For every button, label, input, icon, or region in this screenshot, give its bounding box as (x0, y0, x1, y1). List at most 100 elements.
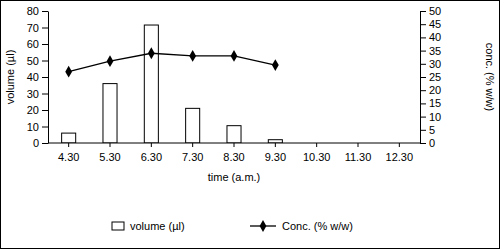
tick-mark (42, 127, 48, 128)
marker (189, 50, 196, 62)
tick-mark (420, 64, 426, 65)
tick: 0 (420, 137, 435, 149)
legend-marker (260, 220, 267, 232)
tick-mark (42, 143, 48, 144)
tick: 10 (27, 121, 48, 133)
tick-label: 7.30 (182, 151, 203, 163)
legend: volume (µl) Conc. (% w/w) (112, 220, 353, 232)
y2-axis: 0510 1520253035 404550 (420, 5, 441, 149)
y2-axis-title: conc. (% w/w) (484, 43, 496, 111)
tick-label: 15 (429, 97, 441, 109)
tick: 70 (27, 22, 48, 34)
tick-label: 25 (429, 71, 441, 83)
tick-mark (42, 44, 48, 45)
x-axis-title: time (a.m.) (208, 171, 261, 183)
tick: 20 (27, 104, 48, 116)
bar (227, 126, 241, 143)
tick-mark (42, 110, 48, 111)
tick-label: 35 (429, 45, 441, 57)
chart: 01020304050607080051015202530354045504.3… (0, 0, 500, 249)
bar (144, 25, 158, 143)
tick-label: 60 (27, 38, 39, 50)
tick-mark (42, 77, 48, 78)
tick-label: 0 (33, 137, 39, 149)
tick-label: 6.30 (141, 151, 162, 163)
tick: 8.30 (223, 143, 244, 163)
tick-mark (110, 143, 111, 147)
y-axis: 01020304050607080 (27, 5, 49, 149)
tick: 50 (420, 5, 441, 17)
bar (103, 84, 117, 143)
tick-mark (420, 77, 426, 78)
legend-label: volume (µl) (130, 220, 185, 232)
tick-mark (420, 143, 426, 144)
tick-label: 30 (27, 88, 39, 100)
tick-label: 8.30 (223, 151, 244, 163)
tick-mark (420, 103, 426, 104)
tick-mark (151, 143, 152, 147)
tick: 6.30 (141, 143, 162, 163)
tick-mark (42, 11, 48, 12)
tick: 9.30 (265, 143, 286, 163)
bar (62, 133, 76, 143)
tick-label: 20 (429, 84, 441, 96)
tick: 45 (420, 18, 441, 30)
tick: 35 (420, 45, 441, 57)
plot-marks (62, 25, 283, 143)
tick: 10 (420, 111, 441, 123)
tick-mark (420, 130, 426, 131)
marker (272, 59, 279, 71)
tick-mark (234, 143, 235, 147)
tick-mark (420, 37, 426, 38)
chart-border (1, 1, 500, 249)
tick: 40 (420, 31, 441, 43)
tick: 30 (420, 58, 441, 70)
bar (186, 108, 200, 143)
tick-label: 0 (429, 137, 435, 149)
tick-mark (42, 94, 48, 95)
tick-label: 11.30 (345, 151, 372, 163)
tick: 15 (420, 97, 441, 109)
tick-mark (420, 117, 426, 118)
tick: 30 (27, 88, 48, 100)
tick-label: 20 (27, 104, 39, 116)
tick-mark (358, 143, 359, 147)
tick-label: 80 (27, 5, 39, 17)
tick-label: 45 (429, 18, 441, 30)
tick-label: 30 (429, 58, 441, 70)
tick: 5 (420, 124, 435, 136)
tick-mark (399, 143, 400, 147)
tick-label: 9.30 (265, 151, 286, 163)
tick: 5.30 (99, 143, 120, 163)
tick-mark (316, 143, 317, 147)
tick-mark (42, 61, 48, 62)
tick-mark (192, 143, 193, 147)
tick-mark (42, 28, 48, 29)
tick: 0 (33, 137, 48, 149)
tick-label: 70 (27, 22, 39, 34)
tick-label: 50 (429, 5, 441, 17)
tick-mark (420, 24, 426, 25)
tick-mark (68, 143, 69, 147)
tick-mark (420, 51, 426, 52)
y-axis-title: volume (µl) (4, 50, 16, 105)
tick-label: 5 (429, 124, 435, 136)
marker (148, 47, 155, 59)
tick: 7.30 (182, 143, 203, 163)
legend-swatch (112, 222, 124, 230)
tick: 25 (420, 71, 441, 83)
marker (231, 50, 238, 62)
marker (107, 55, 114, 67)
tick-mark (275, 143, 276, 147)
tick: 60 (27, 38, 48, 50)
tick-label: 12.30 (386, 151, 414, 163)
tick-label: 5.30 (99, 151, 120, 163)
axis-line (48, 12, 49, 144)
tick: 80 (27, 5, 48, 17)
tick-label: 50 (27, 55, 39, 67)
tick-label: 10 (27, 121, 39, 133)
legend-label: Conc. (% w/w) (282, 220, 353, 232)
tick: 4.30 (58, 143, 79, 163)
line (69, 53, 276, 71)
tick-label: 10.30 (303, 151, 331, 163)
